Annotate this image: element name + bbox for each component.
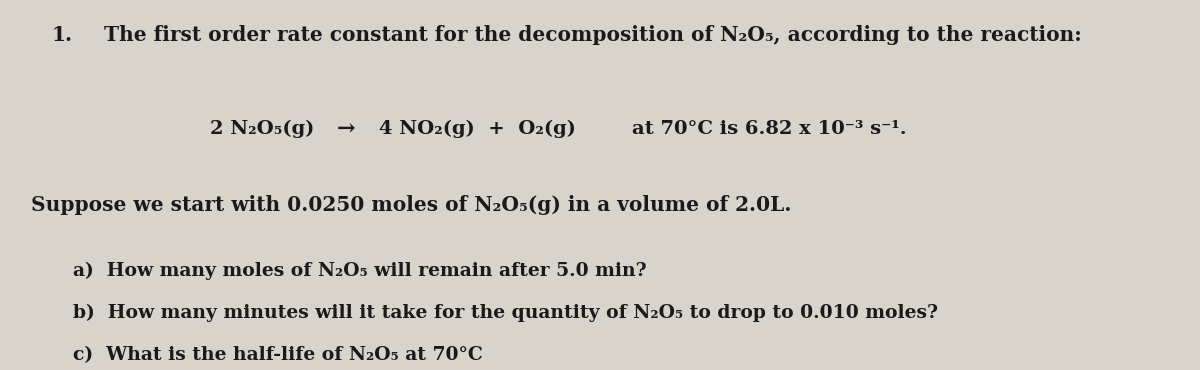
Text: 4 NO₂(g)  +  O₂(g): 4 NO₂(g) + O₂(g) bbox=[379, 120, 576, 138]
Text: at 70°C is 6.82 x 10⁻³ s⁻¹.: at 70°C is 6.82 x 10⁻³ s⁻¹. bbox=[632, 120, 907, 138]
Text: a)  How many moles of N₂O₅ will remain after 5.0 min?: a) How many moles of N₂O₅ will remain af… bbox=[73, 262, 647, 280]
Text: The first order rate constant for the decomposition of N₂O₅, according to the re: The first order rate constant for the de… bbox=[104, 25, 1082, 45]
Text: 1.: 1. bbox=[52, 25, 73, 45]
Text: b)  How many minutes will it take for the quantity of N₂O₅ to drop to 0.010 mole: b) How many minutes will it take for the… bbox=[73, 304, 937, 322]
Text: →: → bbox=[337, 118, 355, 140]
Text: c)  What is the half-life of N₂O₅ at 70°C: c) What is the half-life of N₂O₅ at 70°C bbox=[73, 346, 482, 364]
Text: Suppose we start with 0.0250 moles of N₂O₅(g) in a volume of 2.0L.: Suppose we start with 0.0250 moles of N₂… bbox=[30, 195, 791, 215]
Text: 2 N₂O₅(g): 2 N₂O₅(g) bbox=[210, 120, 314, 138]
